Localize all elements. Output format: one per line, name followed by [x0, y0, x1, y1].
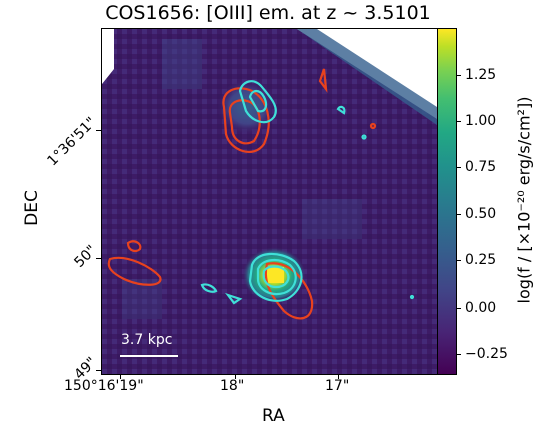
- y-axis-title: DEC: [22, 190, 42, 226]
- x-tick-label: 18": [220, 378, 245, 394]
- y-tick: [96, 370, 101, 371]
- scale-bar-label: 3.7 kpc: [121, 332, 173, 348]
- x-tick: [120, 374, 121, 379]
- y-tick-label: 1°36'51": [44, 114, 100, 170]
- bright-core: [266, 267, 284, 283]
- y-tick-label: 50": [71, 242, 100, 271]
- x-axis-title: RA: [262, 406, 285, 426]
- colorbar-tick: [456, 214, 461, 215]
- colorbar-tick: [456, 260, 461, 261]
- y-tick: [96, 130, 101, 131]
- colorbar: [437, 28, 457, 375]
- cyan-contours: [200, 80, 415, 305]
- colorbar-tick-label: 1.00: [465, 113, 497, 129]
- data-footprint: [102, 29, 437, 374]
- colorbar-tick-label: 1.25: [465, 67, 497, 83]
- x-tick: [235, 374, 236, 379]
- x-tick-label: 150°16'19": [64, 378, 144, 394]
- colorbar-tick-label: 0.25: [465, 252, 497, 268]
- colorbar-tick: [456, 354, 461, 355]
- scale-bar: [120, 355, 178, 357]
- colorbar-tick: [456, 121, 461, 122]
- figure-title: COS1656: [OIII] em. at z ~ 3.5101: [105, 2, 431, 24]
- colorbar-tick-label: −0.25: [465, 346, 508, 362]
- colorbar-tick-label: 0.50: [465, 206, 497, 222]
- image-panel: [101, 28, 438, 375]
- colorbar-tick: [456, 308, 461, 309]
- red-contours: [107, 68, 377, 320]
- colorbar-tick: [456, 167, 461, 168]
- flux-map: [102, 29, 437, 374]
- x-tick-label: 17": [325, 378, 350, 394]
- x-tick: [338, 374, 339, 379]
- y-tick: [96, 258, 101, 259]
- edge-stripe: [297, 29, 437, 125]
- colorbar-tick-label: 0.00: [465, 300, 497, 316]
- colorbar-label: log(f / [×10⁻²⁰ erg/s/cm²]): [514, 96, 534, 304]
- colorbar-tick: [456, 75, 461, 76]
- colorbar-tick-label: 0.75: [465, 159, 497, 175]
